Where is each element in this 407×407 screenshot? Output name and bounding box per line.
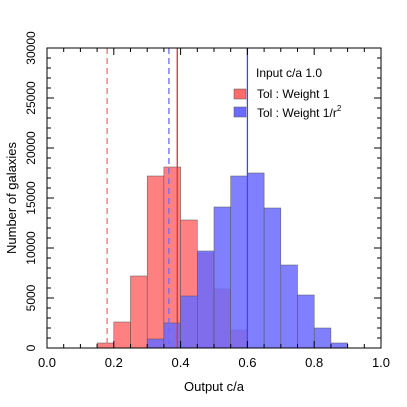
legend-label-weight-1-r2: Tol : Weight 1/r2 (257, 104, 342, 120)
bar-series-1-bin-4 (163, 166, 181, 349)
bar-series-2-bin-6 (197, 250, 215, 349)
bar-series-2-bin-8 (230, 175, 248, 349)
bar-series-2-bin-11 (280, 264, 298, 349)
legend: Input c/a 1.0 Tol : Weight 1 Tol : Weigh… (233, 66, 342, 120)
tick-labels: 0.0 0.2 0.4 0.6 0.8 1.0 0 5000 10000 15000 20000 25… (24, 31, 390, 370)
reference-lines (106, 48, 249, 348)
legend-title: Input c/a 1.0 (256, 66, 322, 80)
bar-series-2-bin-7 (213, 206, 231, 349)
x-tick-label-2: 0.4 (172, 355, 190, 370)
series-b-bars (146, 172, 348, 349)
y-tick-label-3: 15000 (24, 181, 38, 215)
bar-series-2-bin-12 (297, 294, 315, 349)
bar-series-2-bin-4 (163, 322, 181, 349)
bar-series-2-bin-10 (263, 207, 282, 349)
legend-label-superscript: 2 (337, 104, 342, 113)
y-tick-label-5: 25000 (24, 81, 38, 115)
bar-series-2-bin-14 (330, 342, 348, 349)
bar-series-1-bin-1 (113, 321, 131, 349)
y-tick-label-1: 5000 (24, 284, 38, 311)
x-axis-title: Output c/a (184, 379, 245, 394)
bar-series-1-bin-0 (96, 342, 115, 349)
y-tick-label-6: 30000 (24, 31, 38, 65)
y-axis-title: Number of galaxies (4, 142, 19, 254)
y-tick-label-2: 10000 (24, 231, 38, 265)
x-tick-label-0: 0.0 (38, 355, 56, 370)
x-tick-label-5: 1.0 (372, 355, 390, 370)
legend-label-weight-1-r2-main: Tol : Weight 1/r (257, 106, 337, 120)
x-tick-label-4: 0.8 (305, 355, 323, 370)
plot-frame (46, 47, 382, 349)
bar-series-2-bin-3 (146, 338, 165, 349)
bar-series-2-bin-5 (180, 295, 198, 349)
legend-swatch-weight-1-r2 (233, 106, 247, 118)
bar-series-2-bin-13 (313, 327, 332, 349)
x-tick-label-1: 0.2 (105, 355, 123, 370)
legend-label-weight-1: Tol : Weight 1 (257, 87, 330, 101)
legend-swatch-weight-1 (233, 88, 247, 100)
x-tick-label-3: 0.6 (238, 355, 256, 370)
bar-series-2-bin-9 (247, 172, 265, 349)
y-tick-label-4: 20000 (24, 131, 38, 165)
axis-ticks (46, 47, 382, 349)
bar-series-1-bin-2 (130, 275, 148, 349)
y-tick-label-0: 0 (24, 344, 38, 351)
bar-series-1-bin-3 (146, 175, 165, 349)
